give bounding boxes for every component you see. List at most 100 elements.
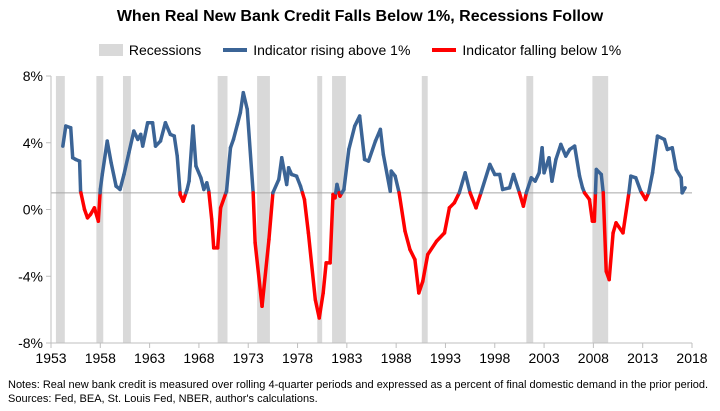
legend-swatch-rising <box>223 48 248 52</box>
series-segment-falling <box>521 191 529 208</box>
series-segment-rising <box>122 151 131 177</box>
legend-item-falling: Indicator falling below 1% <box>432 42 621 58</box>
series-segment-rising <box>347 124 357 152</box>
series-segment-rising <box>68 125 75 160</box>
series-segment-falling <box>302 197 311 235</box>
series-segment-falling <box>253 241 264 309</box>
x-tick-label: 2013 <box>627 350 658 366</box>
series-segment-rising <box>194 164 203 180</box>
y-tick-label: 8% <box>23 68 43 84</box>
y-tick-label: -8% <box>18 335 43 351</box>
series-segment-rising <box>479 162 492 195</box>
recession-band <box>317 76 323 343</box>
series-segment-rising <box>497 172 505 192</box>
series-segment-falling <box>452 191 462 205</box>
series-segment-falling <box>417 279 425 295</box>
series-segment-falling <box>215 206 223 250</box>
x-tick-label: 1968 <box>183 350 214 366</box>
series-segment-falling <box>218 191 228 210</box>
legend-label-recessions: Recessions <box>128 42 202 58</box>
series-segment-falling <box>601 191 608 273</box>
series-segment-rising <box>245 107 255 195</box>
series-segment-rising <box>175 154 182 195</box>
series-segment-rising <box>488 162 497 177</box>
legend-swatch-recessions <box>98 44 123 56</box>
series-segment-falling <box>321 261 328 295</box>
series-segment-falling <box>408 247 417 262</box>
series-segment-falling <box>592 191 598 223</box>
series-segment-rising <box>98 172 105 192</box>
series-segment-rising <box>140 120 150 148</box>
series-segment-falling <box>434 231 447 243</box>
series-segment-falling <box>474 191 483 210</box>
series-segment-rising <box>550 157 558 183</box>
series-segment-rising <box>241 90 249 112</box>
series-segment-rising <box>634 176 643 193</box>
series-segment-rising <box>511 172 522 195</box>
series-segment-falling <box>397 191 407 233</box>
recession-band <box>217 76 228 343</box>
series-segment-rising <box>105 139 113 165</box>
series-segment-rising <box>77 159 83 193</box>
series-segment-rising <box>342 147 351 192</box>
series-segment-rising <box>163 120 173 137</box>
series-segment-rising <box>599 172 605 195</box>
series-segment-rising <box>357 114 367 162</box>
legend: Recessions Indicator rising above 1% Ind… <box>0 42 720 58</box>
series-segment-rising <box>172 134 179 158</box>
recession-band <box>55 76 65 343</box>
series-segment-rising <box>100 139 109 177</box>
x-tick-label: 1998 <box>479 350 510 366</box>
series-segment-rising <box>118 172 126 192</box>
x-tick-label: 2003 <box>528 350 559 366</box>
series-segment-rising <box>388 169 393 193</box>
legend-label-falling: Indicator falling below 1% <box>462 42 622 58</box>
x-tick-label: 1963 <box>134 350 165 366</box>
recession-band <box>122 76 131 343</box>
series-segment-falling <box>413 257 421 295</box>
series-segment-rising <box>593 167 599 195</box>
series-segment-falling <box>209 217 216 250</box>
series-segment-falling <box>403 229 412 252</box>
x-tick-label: 2008 <box>578 350 609 366</box>
legend-label-rising: Indicator rising above 1% <box>253 42 411 58</box>
series-segment-falling <box>421 252 430 284</box>
x-tick-label: 1993 <box>430 350 461 366</box>
x-tick-label: 1988 <box>381 350 412 366</box>
legend-item-rising: Indicator rising above 1% <box>223 42 410 58</box>
x-tick-label: 1958 <box>85 350 116 366</box>
series-segment-rising <box>294 174 303 188</box>
y-tick-label: -4% <box>18 268 43 284</box>
series-segment-falling <box>328 192 335 265</box>
series-segment-rising <box>191 124 198 168</box>
series-segment-falling <box>425 239 439 257</box>
x-tick-label: 1953 <box>35 350 66 366</box>
legend-item-recessions: Recessions <box>98 42 202 58</box>
recession-band <box>592 76 609 343</box>
legend-swatch-falling <box>432 48 457 52</box>
series-segment-rising <box>572 144 582 178</box>
series-segment-falling <box>317 291 325 320</box>
series-segment-falling <box>79 191 87 212</box>
y-tick-label: 0% <box>23 202 43 218</box>
series-segment-rising <box>670 146 678 172</box>
series-segment-rising <box>150 120 158 148</box>
x-tick-label: 2018 <box>676 350 707 366</box>
series-segment-rising <box>109 161 118 188</box>
series-segment-rising <box>366 139 378 163</box>
series-segment-falling <box>260 237 271 309</box>
series-segment-falling <box>607 231 615 282</box>
series-segment-rising <box>650 134 660 175</box>
series-segment-falling <box>207 191 214 222</box>
recession-band <box>421 76 428 343</box>
recession-band <box>526 76 534 343</box>
series-segment-rising <box>457 171 467 195</box>
series-segment-rising <box>271 177 281 195</box>
series-segment-rising <box>680 186 687 195</box>
series-segment-rising <box>463 171 472 195</box>
series-segment-rising <box>627 174 633 195</box>
series-segment-rising <box>646 171 655 195</box>
recession-band <box>332 76 346 343</box>
